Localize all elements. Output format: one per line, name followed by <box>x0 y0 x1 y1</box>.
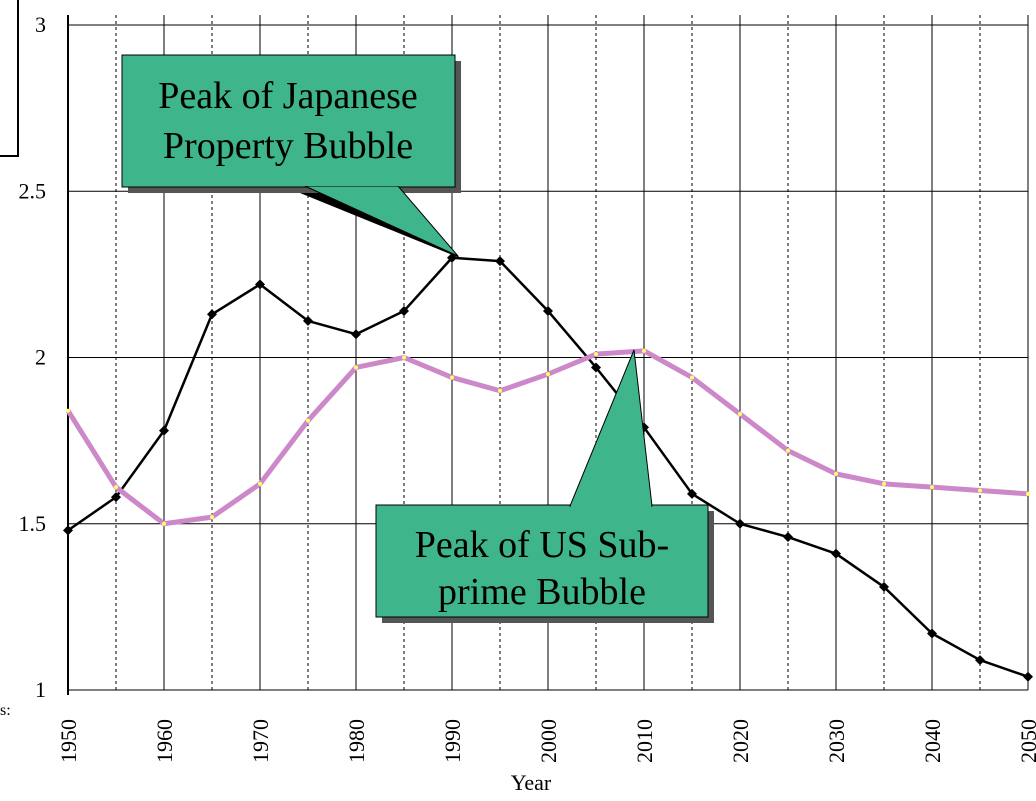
callout-fill <box>571 505 651 509</box>
point <box>927 628 937 639</box>
x-tick-label: 1970 <box>248 719 273 763</box>
x-tick-label: 2000 <box>536 719 561 763</box>
point <box>687 488 697 499</box>
callout-text: Property Bubble <box>163 125 413 167</box>
y-tick-label: 1.5 <box>19 511 47 536</box>
callout-box <box>121 54 456 188</box>
point <box>210 515 214 520</box>
point <box>831 548 841 559</box>
y-tick-label: 2 <box>35 345 46 370</box>
point <box>450 375 454 380</box>
point <box>354 365 358 370</box>
point <box>207 309 217 320</box>
callout-pointer-shadow <box>300 193 460 258</box>
x-tick-label: 1980 <box>344 719 369 763</box>
point <box>543 305 553 316</box>
point <box>63 525 73 536</box>
point <box>834 471 838 476</box>
point <box>690 375 694 380</box>
x-tick-label: 1960 <box>152 719 177 763</box>
legend-fragment <box>0 0 19 157</box>
point <box>591 362 601 373</box>
point <box>159 425 169 436</box>
callout-japan: Peak of Japanese Property Bubble <box>121 54 461 258</box>
lines <box>63 252 1033 682</box>
point <box>114 485 118 490</box>
point <box>786 448 790 453</box>
callout-pointer <box>569 349 653 507</box>
x-tick-label: 1950 <box>56 719 81 763</box>
point <box>930 485 934 490</box>
point <box>399 305 409 316</box>
callout-us: Peak of US Sub- prime Bubble <box>375 349 714 623</box>
point <box>642 348 646 353</box>
callout-text: Peak of Japanese <box>158 75 418 117</box>
callout-box <box>375 504 709 618</box>
point <box>738 412 742 417</box>
point <box>978 488 982 493</box>
x-tick-label: 2040 <box>920 719 945 763</box>
point <box>258 481 262 486</box>
point <box>882 481 886 486</box>
callout-fill <box>123 180 454 186</box>
callout-text: Peak of US Sub- <box>415 524 669 566</box>
callout-text: prime Bubble <box>438 571 646 613</box>
fragment-text: s: <box>0 702 11 719</box>
point <box>66 408 70 413</box>
point <box>351 329 361 340</box>
point <box>783 532 793 543</box>
point <box>735 518 745 529</box>
y-tick-label: 2.5 <box>19 178 47 203</box>
point <box>879 581 889 592</box>
point <box>594 352 598 357</box>
point <box>1026 491 1030 496</box>
x-tick-label: 1990 <box>440 719 465 763</box>
point <box>975 655 985 666</box>
x-tick-label: 2030 <box>824 719 849 763</box>
x-tick-label: 2050 <box>1016 719 1036 763</box>
point <box>498 388 502 393</box>
point <box>255 279 265 290</box>
point <box>306 418 310 423</box>
grid: 1950 1960 1970 1980 1990 2000 2010 2020 2030 2040… <box>19 12 1036 763</box>
point <box>495 256 505 267</box>
x-tick-label: 2010 <box>632 719 657 763</box>
point <box>402 355 406 360</box>
y-tick-label: 1 <box>35 677 46 702</box>
point <box>111 492 121 503</box>
point <box>303 315 313 326</box>
y-tick-label: 3 <box>35 12 46 37</box>
point <box>546 372 550 377</box>
callout-pointer <box>304 185 459 257</box>
x-axis-label: Year <box>511 770 552 795</box>
point <box>1023 671 1033 682</box>
point <box>162 521 166 526</box>
x-tick-label: 2020 <box>728 719 753 763</box>
